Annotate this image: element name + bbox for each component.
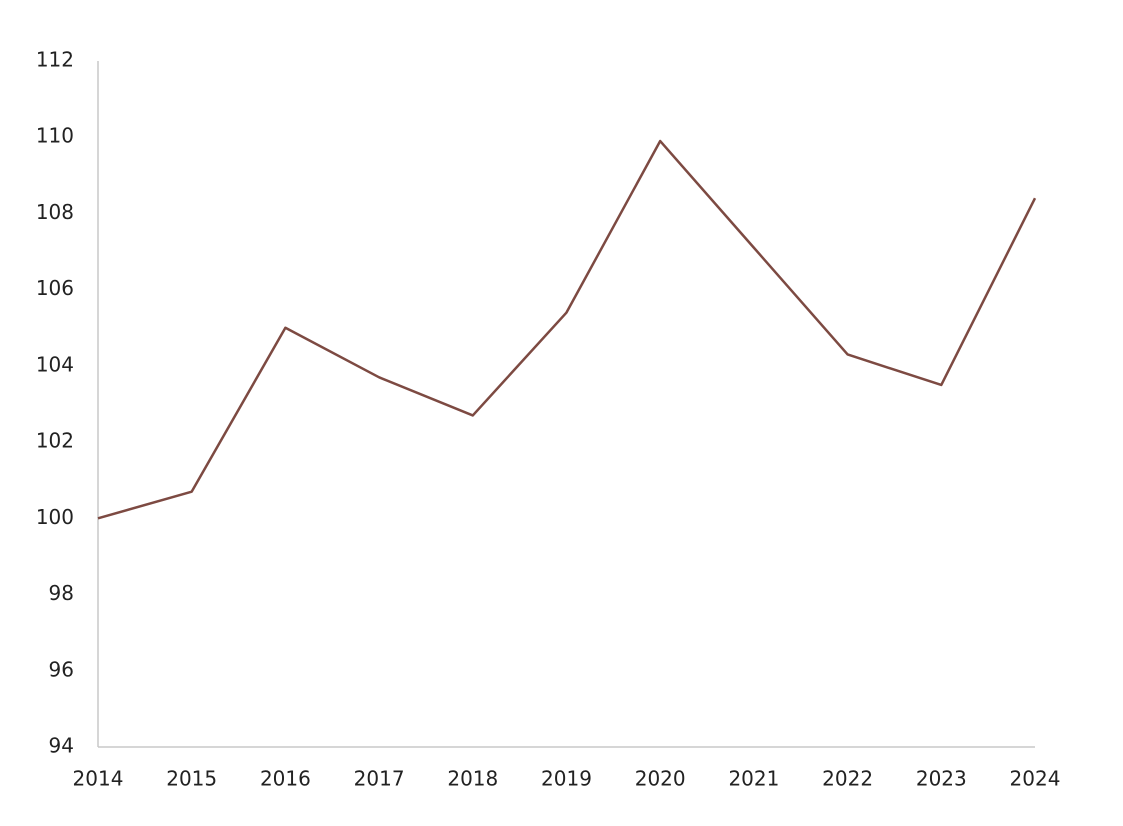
y-tick-label: 108 — [36, 200, 74, 224]
y-tick-label: 112 — [36, 48, 74, 72]
data-line — [97, 139, 1037, 520]
x-tick-label: 2019 — [541, 767, 592, 791]
y-tick-label: 106 — [36, 276, 74, 300]
y-tick-label: 104 — [36, 352, 74, 376]
x-tick-label: 2015 — [166, 767, 217, 791]
y-tick-label: 96 — [49, 657, 74, 681]
x-tick-label: 2017 — [354, 767, 405, 791]
y-tick-label: 102 — [36, 429, 74, 453]
x-tick-label: 2020 — [635, 767, 686, 791]
x-tick-label: 2018 — [447, 767, 498, 791]
x-tick-label: 2024 — [1010, 767, 1061, 791]
x-tick-label: 2022 — [822, 767, 873, 791]
y-tick-label: 110 — [36, 124, 74, 148]
y-tick-label: 94 — [49, 734, 74, 758]
x-tick-label: 2023 — [916, 767, 967, 791]
y-tick-label: 98 — [49, 581, 74, 605]
x-tick-label: 2014 — [73, 767, 124, 791]
x-tick-label: 2021 — [728, 767, 779, 791]
y-tick-label: 100 — [36, 505, 74, 529]
x-tick-label: 2016 — [260, 767, 311, 791]
